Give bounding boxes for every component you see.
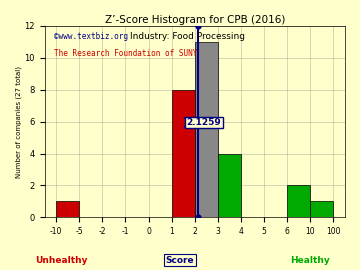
Text: The Research Foundation of SUNY: The Research Foundation of SUNY: [54, 49, 197, 58]
Text: Healthy: Healthy: [290, 256, 329, 265]
Bar: [195, 42, 218, 217]
Text: Score: Score: [166, 256, 194, 265]
Bar: [172, 90, 195, 217]
Bar: [218, 154, 241, 217]
Text: Unhealthy: Unhealthy: [35, 256, 87, 265]
Text: 2.1259: 2.1259: [186, 118, 221, 127]
Y-axis label: Number of companies (27 total): Number of companies (27 total): [15, 66, 22, 178]
Bar: [310, 201, 333, 217]
Bar: [56, 201, 79, 217]
Bar: [287, 185, 310, 217]
Text: Industry: Food Processing: Industry: Food Processing: [130, 32, 245, 41]
Text: ©www.textbiz.org: ©www.textbiz.org: [54, 32, 127, 40]
Title: Z’-Score Histogram for CPB (2016): Z’-Score Histogram for CPB (2016): [104, 15, 285, 25]
